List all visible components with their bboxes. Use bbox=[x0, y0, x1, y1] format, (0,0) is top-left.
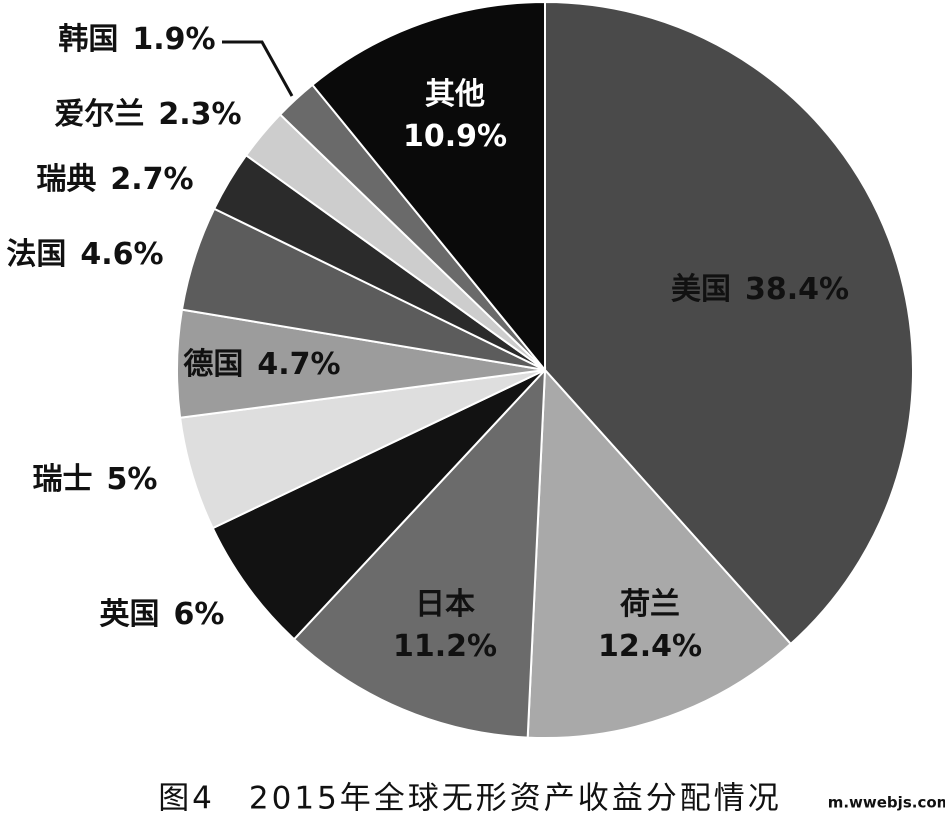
category-label: 韩国 bbox=[58, 22, 118, 57]
pie-slice bbox=[311, 0, 546, 373]
slice-label: 瑞典 2.7% bbox=[36, 162, 193, 197]
category-label: 美国 bbox=[671, 272, 731, 307]
category-label: 德国 bbox=[183, 347, 243, 382]
slice-label: 美国 38.4% bbox=[671, 272, 849, 307]
value-label: 4.6% bbox=[80, 237, 163, 272]
slice-label: 瑞士 5% bbox=[33, 462, 158, 497]
pie-slice bbox=[544, 0, 914, 646]
category-label: 其他 bbox=[425, 77, 485, 112]
category-label: 瑞士 bbox=[33, 462, 93, 497]
chart-title: 图4 2015年全球无形资产收益分配情况 bbox=[158, 781, 782, 817]
value-label: 10.9% bbox=[403, 119, 507, 154]
value-label: 6% bbox=[174, 597, 225, 632]
value-label: 11.2% bbox=[393, 629, 497, 664]
watermark: m.wwebjs.com bbox=[828, 794, 945, 812]
value-label: 2.7% bbox=[110, 162, 193, 197]
category-label: 法国 bbox=[6, 237, 66, 272]
value-label: 5% bbox=[107, 462, 158, 497]
slice-label: 爱尔兰 2.3% bbox=[54, 97, 241, 132]
pie bbox=[176, 0, 914, 739]
slice-label: 德国 4.7% bbox=[183, 347, 340, 382]
value-label: 2.3% bbox=[158, 97, 241, 132]
category-label: 日本 bbox=[415, 587, 475, 622]
value-label: 4.7% bbox=[257, 347, 340, 382]
category-label: 英国 bbox=[100, 597, 160, 632]
value-label: 1.9% bbox=[132, 22, 215, 57]
slice-label: 荷兰 12.4% bbox=[598, 587, 702, 664]
slice-label: 日本 11.2% bbox=[393, 587, 497, 664]
value-label: 38.4% bbox=[745, 272, 849, 307]
slice-label: 英国 6% bbox=[100, 597, 225, 632]
category-label: 爱尔兰 bbox=[54, 97, 144, 132]
leader-line bbox=[222, 40, 294, 97]
pie-slice bbox=[292, 367, 547, 739]
pie-slice bbox=[526, 367, 793, 739]
value-label: 12.4% bbox=[598, 629, 702, 664]
labels: 美国 38.4% 荷兰 12.4% 日本 11.2% 英国 6% 瑞士 5% 德国 4.7% 法国 4.6… bbox=[6, 22, 849, 664]
pie-slice bbox=[211, 369, 546, 641]
slice-label: 法国 4.6% bbox=[6, 237, 163, 272]
slice-label: 韩国 1.9% bbox=[58, 22, 215, 57]
category-label: 荷兰 bbox=[620, 587, 680, 622]
category-label: 瑞典 bbox=[36, 162, 96, 197]
slice-label: 其他 10.9% bbox=[403, 77, 507, 154]
